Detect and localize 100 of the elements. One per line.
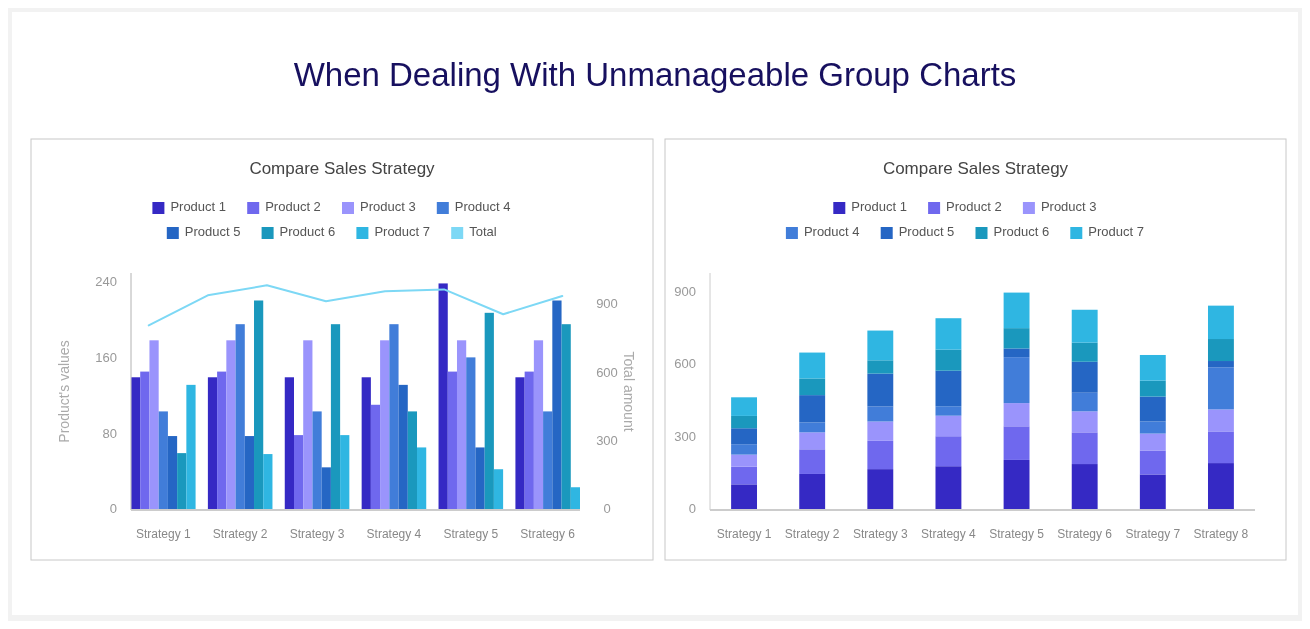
legend-label: Product 2 xyxy=(946,199,1002,215)
legend-label: Product 6 xyxy=(993,224,1050,240)
x-tick-label: Strategy 8 xyxy=(1193,527,1249,542)
bar xyxy=(1139,450,1166,475)
bar xyxy=(1207,367,1234,410)
bar xyxy=(1071,392,1098,412)
bar xyxy=(799,473,826,510)
legend-label: Product 5 xyxy=(898,224,955,240)
chart-title: Compare Sales Strategy xyxy=(882,159,1069,179)
y-tick-label: 0 xyxy=(603,501,611,517)
bar xyxy=(935,466,962,510)
bar xyxy=(731,484,758,510)
bar xyxy=(1139,433,1166,451)
bar xyxy=(312,411,322,510)
bar xyxy=(1207,339,1234,362)
bar xyxy=(935,370,962,407)
x-tick-label: Strategy 5 xyxy=(989,527,1045,542)
bar xyxy=(1207,409,1234,432)
bar xyxy=(149,340,159,510)
bar xyxy=(799,449,826,474)
bar xyxy=(1207,305,1234,340)
bar xyxy=(1139,421,1166,434)
bar xyxy=(407,411,418,510)
legend-label: Product 4 xyxy=(454,199,511,215)
y-axis-title: Product's values xyxy=(55,340,72,443)
y-tick-label: 240 xyxy=(95,273,117,289)
bar xyxy=(935,436,962,467)
x-tick-label: Strategy 3 xyxy=(852,527,908,542)
bar xyxy=(799,395,826,423)
x-tick-label: Strategy 2 xyxy=(212,527,268,542)
bar xyxy=(226,340,236,510)
bar xyxy=(466,357,476,510)
legend-label: Product 2 xyxy=(265,199,321,215)
bar xyxy=(935,318,962,350)
bar xyxy=(731,415,758,429)
y-tick-label: 900 xyxy=(596,296,618,312)
bar xyxy=(438,283,448,510)
legend-label: Product 4 xyxy=(803,224,860,240)
bar xyxy=(207,377,218,510)
bar xyxy=(1003,403,1030,427)
bar xyxy=(1207,361,1234,368)
y-tick-label: 0 xyxy=(109,501,117,517)
y-tick-label: 600 xyxy=(674,356,696,372)
bar xyxy=(417,447,427,510)
bar xyxy=(515,377,525,510)
bar xyxy=(543,411,553,510)
bar xyxy=(1071,411,1098,433)
x-tick-label: Strategy 7 xyxy=(1125,527,1181,542)
bar xyxy=(1003,328,1030,349)
y-tick-label: 0 xyxy=(688,501,696,517)
bar xyxy=(1071,464,1098,510)
bar xyxy=(1071,342,1098,362)
bar xyxy=(340,435,350,510)
bar xyxy=(1071,432,1098,465)
chart-title: Compare Sales Strategy xyxy=(249,159,436,179)
bar xyxy=(1207,431,1234,464)
bar xyxy=(186,384,196,510)
x-tick-label: Strategy 3 xyxy=(289,527,345,542)
bar xyxy=(140,371,150,510)
bar xyxy=(447,371,457,510)
bar xyxy=(867,360,894,374)
y-axis-title: Total amount xyxy=(621,351,638,432)
bar xyxy=(263,454,273,510)
bar xyxy=(799,378,826,396)
bar xyxy=(731,466,758,485)
text: When Dealing With Unmanageable Group Charts xyxy=(293,55,1017,93)
legend-label: Total xyxy=(469,224,497,240)
x-tick-label: Strategy 6 xyxy=(1057,527,1113,542)
bar xyxy=(552,300,562,510)
bar xyxy=(731,444,758,455)
bar xyxy=(284,377,294,510)
x-tick-label: Strategy 1 xyxy=(716,527,772,542)
y-tick-label: 160 xyxy=(95,349,117,365)
bar xyxy=(158,411,168,510)
bar xyxy=(254,300,264,510)
bar xyxy=(1139,474,1166,510)
bar xyxy=(533,340,544,510)
y-tick-label: 80 xyxy=(102,425,117,441)
bar xyxy=(1207,463,1234,510)
bar xyxy=(1003,292,1030,329)
legend-label: Product 1 xyxy=(851,199,907,215)
bar xyxy=(799,352,826,379)
bar xyxy=(935,406,962,416)
bar xyxy=(1003,348,1030,358)
x-tick-label: Strategy 5 xyxy=(443,527,499,542)
y-tick-label: 300 xyxy=(674,428,696,444)
legend-label: Product 7 xyxy=(374,224,431,240)
bar xyxy=(867,440,894,470)
bar xyxy=(1071,361,1098,393)
bar xyxy=(361,377,371,510)
bar xyxy=(398,384,408,510)
bar xyxy=(867,421,894,441)
bar xyxy=(1071,309,1098,343)
bar xyxy=(867,406,894,422)
bar xyxy=(867,469,894,510)
legend-label: Product 1 xyxy=(170,199,227,215)
bar xyxy=(484,312,494,510)
bar xyxy=(867,330,894,361)
bar xyxy=(167,436,178,510)
bar xyxy=(380,340,390,510)
